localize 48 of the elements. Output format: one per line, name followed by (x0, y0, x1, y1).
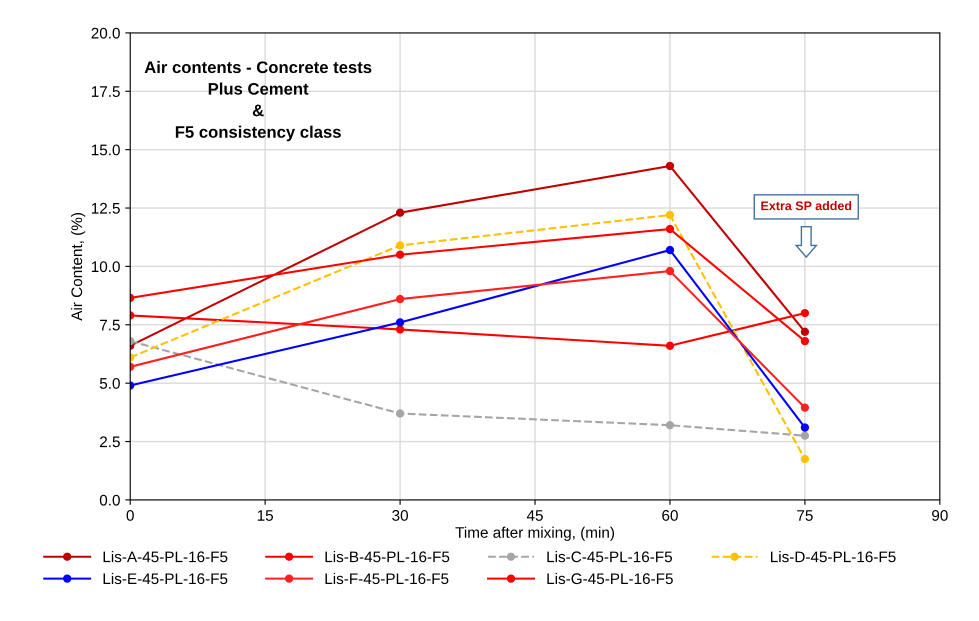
point (396, 208, 404, 217)
legend-label: Lis-C-45-PL-16-F5 (547, 551, 672, 562)
point (800, 423, 810, 432)
x-tick-label: 0 (126, 510, 134, 521)
legend-label: Lis-G-45-PL-16-F5 (547, 572, 673, 584)
point (396, 250, 404, 259)
legend-label: Lis-A-45-PL-16-F5 (104, 551, 228, 562)
legend-label: Lis-B-45-PL-16-F5 (325, 551, 450, 562)
y-tick-label: 10.0 (92, 261, 120, 272)
x-tick-label: 60 (662, 510, 678, 521)
point (396, 318, 404, 327)
legend-label: Lis-F-45-PL-16-F5 (325, 572, 448, 584)
x-axis-title: Time after mixing, (min) (455, 526, 614, 541)
y-axis-title: Air Content, (%) (70, 213, 86, 321)
point (396, 409, 404, 418)
point (396, 241, 404, 250)
annotation: Extra SP added (761, 201, 852, 210)
point (800, 308, 810, 318)
point (800, 432, 810, 440)
legend-label: Lis-E-45-PL-16-F5 (104, 572, 228, 584)
point (666, 421, 674, 430)
point (666, 162, 674, 170)
text: Air contents - Concrete tests Plus Cement & F5 consistency class (144, 60, 372, 142)
y-tick-label: 7.5 (100, 320, 120, 330)
x-tick-label: 75 (797, 510, 813, 521)
y-tick-label: 0.0 (100, 494, 120, 506)
point (800, 336, 810, 346)
x-tick-label: 45 (526, 510, 543, 521)
point (800, 404, 810, 412)
x-tick-label: 15 (258, 510, 274, 521)
y-tick-label: 5.0 (100, 378, 120, 389)
point (666, 224, 674, 234)
legend-label: Lis-D-45-PL-16-F5 (770, 551, 896, 562)
point (666, 246, 674, 254)
point (666, 210, 674, 220)
point (800, 328, 810, 336)
point (666, 266, 674, 276)
y-tick-label: 20.0 (92, 28, 120, 39)
point (800, 454, 810, 464)
y-tick-label: 2.5 (100, 436, 120, 448)
point (396, 294, 404, 304)
y-tick-label: 15.0 (92, 144, 120, 156)
point (666, 342, 674, 350)
y-tick-label: 17.5 (92, 86, 120, 97)
x-tick-label: 30 (392, 510, 408, 521)
y-tick-label: 12.5 (92, 202, 120, 214)
x-tick-label: 90 (932, 510, 948, 521)
point (396, 325, 404, 334)
